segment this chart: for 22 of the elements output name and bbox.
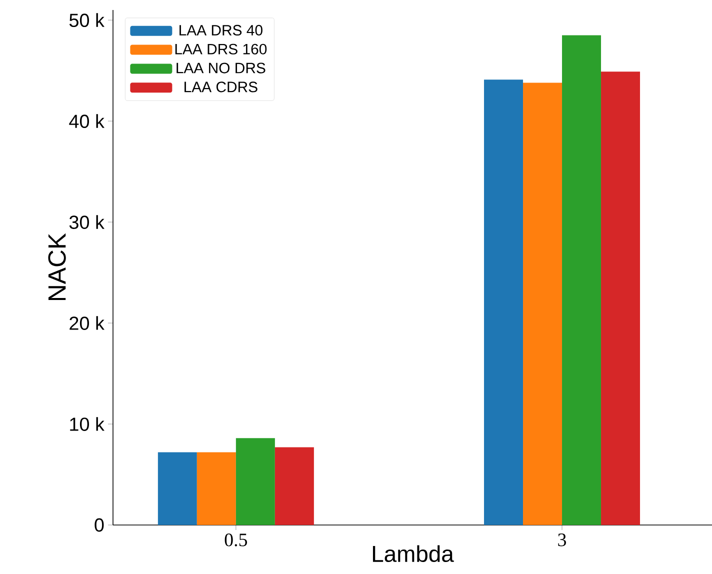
- legend-label: LAA DRS 40: [180, 24, 262, 36]
- bar: [158, 452, 197, 525]
- x-tick-label: 0.5: [224, 534, 248, 546]
- y-axis-title: NACK: [48, 233, 66, 300]
- legend-label: LAA DRS 160: [175, 44, 267, 54]
- bar: [196, 452, 236, 525]
- bar: [601, 72, 640, 525]
- y-tick-label: 20 k: [70, 316, 104, 330]
- legend-label: LAA CDRS: [184, 82, 258, 92]
- x-axis-title: Lambda: [372, 545, 454, 562]
- y-tick-label: 30 k: [69, 215, 104, 230]
- y-tick-label: 10 k: [70, 417, 104, 431]
- bar: [484, 80, 524, 525]
- bar: [562, 35, 602, 525]
- bar: [274, 447, 314, 525]
- x-tick-label: 3: [558, 534, 566, 546]
- bar: [523, 82, 562, 525]
- y-tick-label: 40 k: [69, 114, 104, 128]
- legend-label: LAA NO DRS: [176, 62, 266, 74]
- y-tick-label: 50 k: [69, 13, 104, 28]
- y-tick-label: 0: [94, 518, 104, 532]
- bar: [236, 438, 275, 525]
